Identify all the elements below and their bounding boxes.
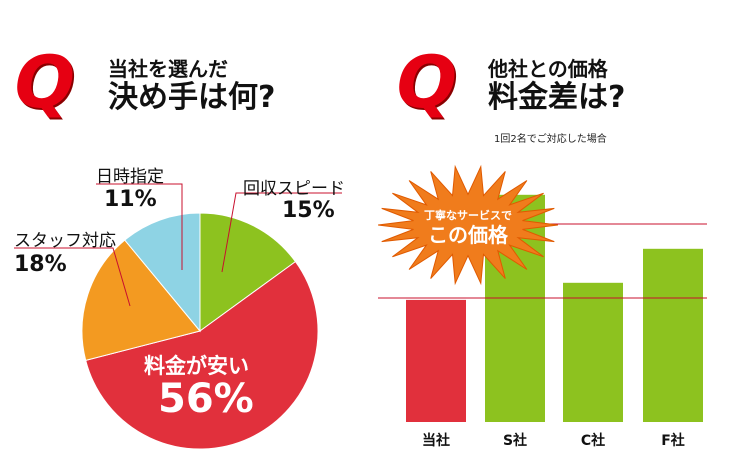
burst-text-line2: この価格 [428,223,509,247]
pie-leader-line-2 [14,247,131,307]
price-comparison-note: 1回2名でご対応した場合 [494,134,607,145]
right-title-line1: 他社との価格 [488,57,608,81]
pie-pct-schedule: 11% [104,187,157,212]
burst-badge [378,164,558,286]
pie-label-staff: スタッフ対応 [14,231,116,251]
bar-label-s: S社 [502,433,528,449]
pie-leader-line-0 [221,192,342,273]
pie-pct-staff: 18% [14,252,67,277]
pie-pct-speed: 15% [282,198,335,223]
bar-0 [406,299,466,422]
pie-pct-price: 56% [158,376,254,422]
pie-slice-1 [85,260,319,450]
pie-label-speed: 回収スピード [243,179,345,199]
left-title-line2: 決め手は何? [108,80,276,115]
bar-2 [563,282,623,422]
pie-slice-2 [81,239,201,361]
burst-text-line1: 丁寧なサービスで [424,208,512,222]
bar-label-c: C社 [580,433,606,449]
bar-label-own: 当社 [422,433,450,449]
pie-label-price: 料金が安い [144,354,249,378]
bar-3 [643,248,703,422]
bar-label-f: F社 [661,433,685,449]
right-title-line2: 料金差は? [488,80,626,115]
pie-slice-3 [124,212,201,333]
pie-leader-line-1 [96,183,183,270]
left-question-title: 当社を選んだ 決め手は何? [108,58,275,116]
right-question-title: 他社との価格 料金差は? [488,58,625,116]
pie-slice-0 [199,212,297,332]
pie-label-schedule: 日時指定 [96,167,164,187]
left-title-line1: 当社を選んだ [108,57,228,81]
